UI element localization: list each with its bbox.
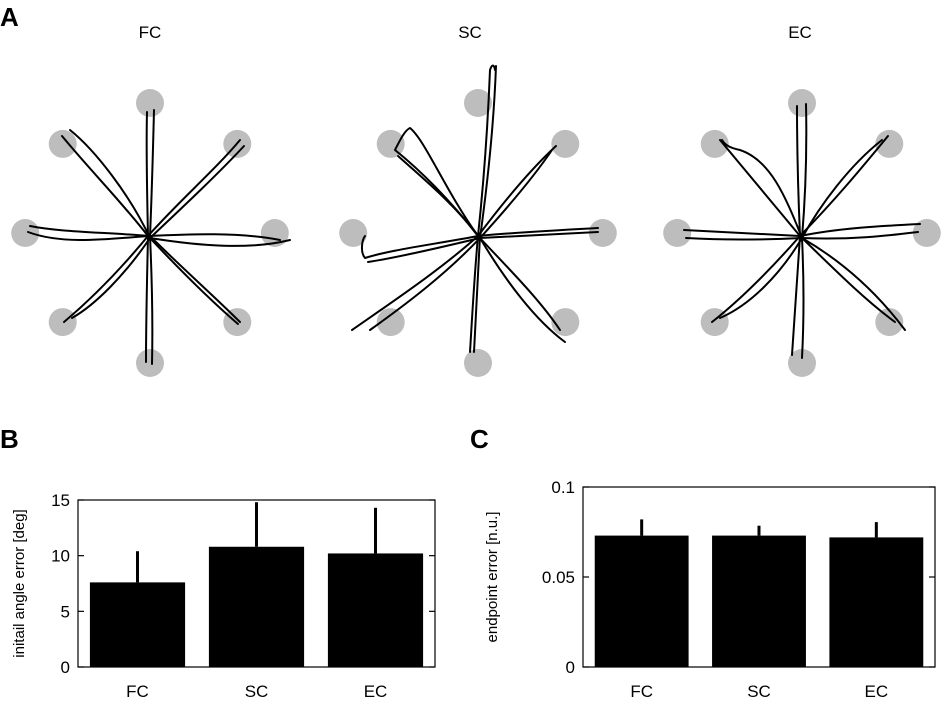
- y-tick-label: 10: [51, 547, 70, 566]
- trajectory-ec-downleft: [719, 237, 803, 319]
- trajectory-ec-downleft: [711, 235, 801, 323]
- panel-a-letter: A: [0, 2, 19, 32]
- y-tick-label: 5: [61, 602, 70, 621]
- trajectory-layer: [27, 64, 921, 365]
- trajectory-fc-right: [147, 233, 281, 241]
- x-tick-label-sc: SC: [747, 682, 771, 701]
- trajectory-fc-upright: [147, 139, 241, 237]
- trajectory-ec-upleft: [721, 139, 803, 239]
- trajectory-fc-upright: [149, 145, 245, 239]
- trajectory-sc-down: [473, 235, 481, 353]
- trajectory-sc-up: [477, 64, 496, 237]
- trajectory-fc-left: [29, 225, 151, 237]
- target-sc-upright: [551, 129, 580, 158]
- target-ec-downright: [875, 308, 904, 337]
- target-sc-right: [588, 219, 617, 247]
- panel-b-letter: B: [0, 424, 19, 454]
- y-tick-label: 15: [51, 491, 70, 510]
- trajectory-ec-right: [801, 231, 919, 240]
- target-sc-up: [464, 89, 492, 117]
- trajectory-fc-up: [145, 111, 149, 237]
- trajectory-ec-upright: [801, 139, 883, 239]
- target-fc-up: [136, 89, 164, 117]
- target-fc-downleft: [48, 308, 77, 337]
- trajectory-ec-down: [791, 235, 801, 356]
- trajectory-sc-downleft: [351, 235, 479, 331]
- target-ec-left: [663, 219, 692, 247]
- trajectory-ec-down: [801, 237, 805, 359]
- trajectory-fc-up: [149, 109, 155, 237]
- trajectory-ec-up: [801, 103, 808, 239]
- trajectory-sc-upright: [479, 149, 553, 239]
- target-ec-upleft: [700, 129, 729, 158]
- target-sc-left: [339, 219, 368, 247]
- target-sc-downleft: [376, 308, 405, 337]
- target-fc-upleft: [48, 129, 77, 158]
- trajectory-sc-downright: [479, 237, 566, 343]
- trajectory-ec-downright: [799, 235, 896, 323]
- trajectory-sc-upright: [477, 145, 557, 237]
- target-sc-down: [464, 349, 492, 377]
- bar-fc: [594, 535, 689, 667]
- x-tick-label-ec: EC: [865, 682, 889, 701]
- trajectory-sc-left: [367, 237, 481, 263]
- trajectory-sc-right: [479, 231, 599, 239]
- trajectory-sc-right: [477, 227, 599, 237]
- trajectory-fc-down: [149, 235, 154, 365]
- trajectory-title-sc: SC: [458, 23, 482, 42]
- trajectory-ec-upright: [799, 135, 889, 237]
- trajectory-sc-upleft: [397, 155, 481, 239]
- target-ec-down: [788, 349, 816, 377]
- bar-chart-initial-angle-error: 0 5 10 15 initail angle error [deg] FC SC EC: [11, 491, 436, 701]
- y-axis-label: initail angle error [deg]: [11, 509, 28, 657]
- trajectory-sc-up: [479, 65, 497, 239]
- bar-fc: [89, 582, 186, 667]
- trajectory-ec-left: [683, 229, 801, 237]
- target-fc-right: [260, 219, 289, 247]
- bar-ec: [327, 553, 424, 667]
- trajectory-ec-downright: [801, 237, 906, 331]
- trajectory-ec-right: [799, 223, 921, 237]
- trajectory-fc-downleft: [71, 237, 151, 319]
- y-tick-label: 0: [61, 658, 70, 677]
- target-fc-down: [136, 349, 164, 377]
- trajectory-fc-right: [149, 237, 291, 247]
- target-ec-up: [788, 89, 816, 117]
- trajectory-ec-left: [685, 237, 803, 241]
- trajectory-fc-down: [145, 235, 149, 363]
- trajectory-sc-down: [469, 235, 479, 353]
- x-tick-label-fc: FC: [126, 682, 149, 701]
- y-tick-label: 0: [566, 658, 575, 677]
- trajectory-sc-left: [361, 235, 479, 259]
- trajectory-ec-upleft: [719, 139, 801, 237]
- target-ec-right: [912, 219, 941, 247]
- trajectory-title-ec: EC: [788, 23, 812, 42]
- trajectory-fc-upleft: [61, 135, 149, 237]
- target-ec-upright: [875, 129, 904, 158]
- target-layer: [11, 89, 941, 377]
- trajectory-sc-downleft: [369, 237, 481, 331]
- target-fc-left: [11, 219, 40, 247]
- x-tick-label-ec: EC: [364, 682, 388, 701]
- bar-ec: [829, 537, 924, 667]
- x-tick-label-sc: SC: [245, 682, 269, 701]
- trajectory-fc-downleft: [63, 235, 149, 323]
- trajectory-sc-upleft: [394, 127, 479, 237]
- trajectory-fc-downright: [149, 235, 241, 323]
- trajectory-fc-upleft: [69, 129, 151, 239]
- bar-chart-endpoint-error: 0 0.05 0.1 endpoint error [n.u.] FC SC EC: [484, 478, 936, 701]
- trajectory-fc-downright: [147, 235, 239, 325]
- trajectory-sc-downright: [477, 235, 561, 331]
- trajectory-ec-up: [796, 105, 801, 237]
- bar-sc: [712, 535, 806, 667]
- trajectory-title-fc: FC: [139, 23, 162, 42]
- y-axis-label: endpoint error [n.u.]: [484, 512, 501, 643]
- panel-c-letter: C: [470, 424, 489, 454]
- y-tick-label: 0.05: [542, 568, 575, 587]
- x-tick-label-fc: FC: [630, 682, 653, 701]
- y-tick-label: 0.1: [551, 478, 575, 497]
- trajectory-fc-left: [27, 231, 149, 241]
- bar-sc: [208, 546, 305, 667]
